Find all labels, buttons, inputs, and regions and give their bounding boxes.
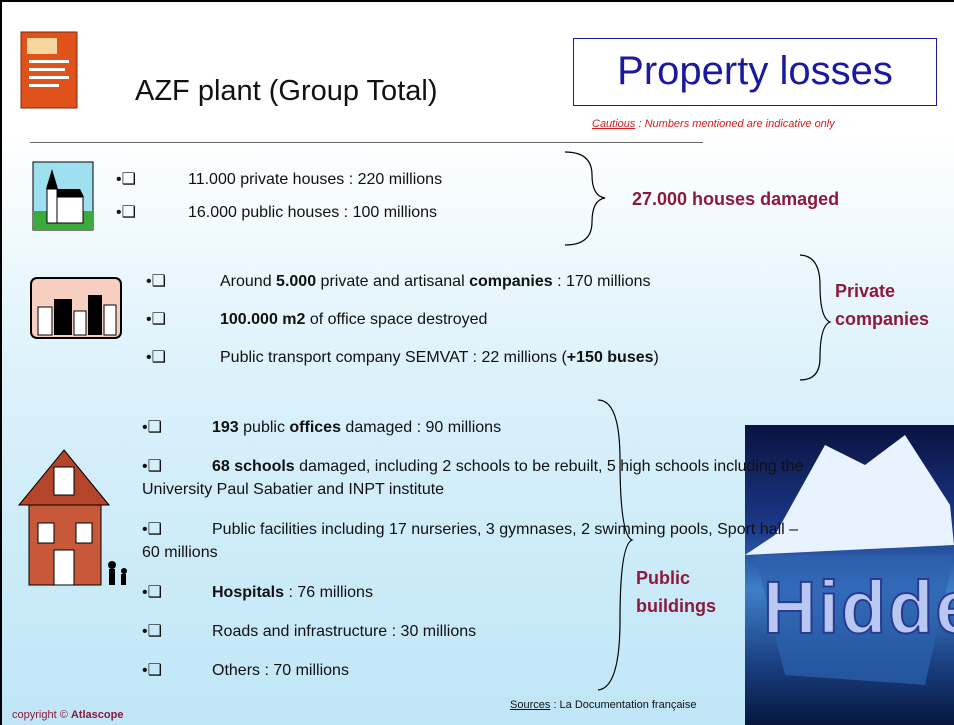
- summary: 27.000 houses damaged: [632, 185, 952, 213]
- item-text: private and artisanal: [316, 273, 469, 290]
- item-text: 100.000 m2: [220, 311, 305, 328]
- bullet: •❑: [142, 455, 212, 478]
- item-text: damaged : 90 millions: [341, 419, 501, 436]
- copyright-prefix: copyright ©: [12, 709, 71, 721]
- item-text: offices: [289, 419, 341, 436]
- item-text: companies: [469, 273, 553, 290]
- item-text: Roads and infrastructure : 30 millions: [212, 623, 476, 640]
- bullet: •❑: [146, 308, 220, 331]
- bullet: •❑: [142, 620, 212, 643]
- bullet: •❑: [142, 416, 212, 439]
- list-item: •❑Public facilities including 17 nurseri…: [142, 518, 810, 564]
- item-text: 16.000 public houses : 100 millions: [188, 204, 437, 221]
- item-text: Around: [220, 273, 276, 290]
- item-text: 11.000 private houses : 220 millions: [188, 171, 442, 188]
- bullet: •❑: [142, 518, 212, 541]
- sources-label: Sources: [510, 699, 550, 711]
- summary: Public buildings: [636, 564, 746, 620]
- item-text: public: [239, 419, 290, 436]
- summary: Private companies: [835, 277, 954, 333]
- item-text: 193: [212, 419, 239, 436]
- item-text: of office space destroyed: [305, 311, 487, 328]
- list-item: •❑Public transport company SEMVAT : 22 m…: [146, 346, 826, 369]
- item-text: 68 schools: [212, 458, 295, 475]
- bullet: •❑: [146, 270, 220, 293]
- bullet: •❑: [116, 201, 188, 224]
- list-item: •❑Around 5.000 private and artisanal com…: [146, 270, 826, 293]
- bullet: •❑: [116, 168, 188, 191]
- list-item: •❑100.000 m2 of office space destroyed: [146, 308, 826, 331]
- item-text: : 170 millions: [553, 273, 651, 290]
- list-item: •❑193 public offices damaged : 90 millio…: [142, 416, 810, 439]
- item-text: Others : 70 millions: [212, 662, 349, 679]
- list-item: •❑Roads and infrastructure : 30 millions: [142, 620, 810, 643]
- item-text: Public transport company SEMVAT : 22 mil…: [220, 349, 567, 366]
- bullet: •❑: [146, 346, 220, 369]
- list-item: •❑Others : 70 millions: [142, 659, 810, 682]
- sources: Sources : La Documentation française: [510, 699, 697, 711]
- item-text: +150 buses: [567, 349, 654, 366]
- item-text: 5.000: [276, 273, 316, 290]
- item-text: Public facilities including 17 nurseries…: [142, 521, 798, 561]
- list-item: •❑11.000 private houses : 220 millions: [116, 168, 556, 191]
- list-item: •❑68 schools damaged, including 2 school…: [142, 455, 810, 501]
- list-item: •❑16.000 public houses : 100 millions: [116, 201, 556, 224]
- item-text: ): [654, 349, 659, 366]
- item-text: Hospitals: [212, 584, 284, 601]
- bullet: •❑: [142, 659, 212, 682]
- brace: [565, 152, 605, 245]
- slide: AZF plant (Group Total) Property losses …: [0, 0, 954, 725]
- sources-text: : La Documentation française: [550, 699, 696, 711]
- item-text: : 76 millions: [284, 584, 373, 601]
- copyright: copyright © Atlascope: [12, 709, 123, 721]
- bullet: •❑: [142, 581, 212, 604]
- copyright-name: Atlascope: [71, 709, 124, 721]
